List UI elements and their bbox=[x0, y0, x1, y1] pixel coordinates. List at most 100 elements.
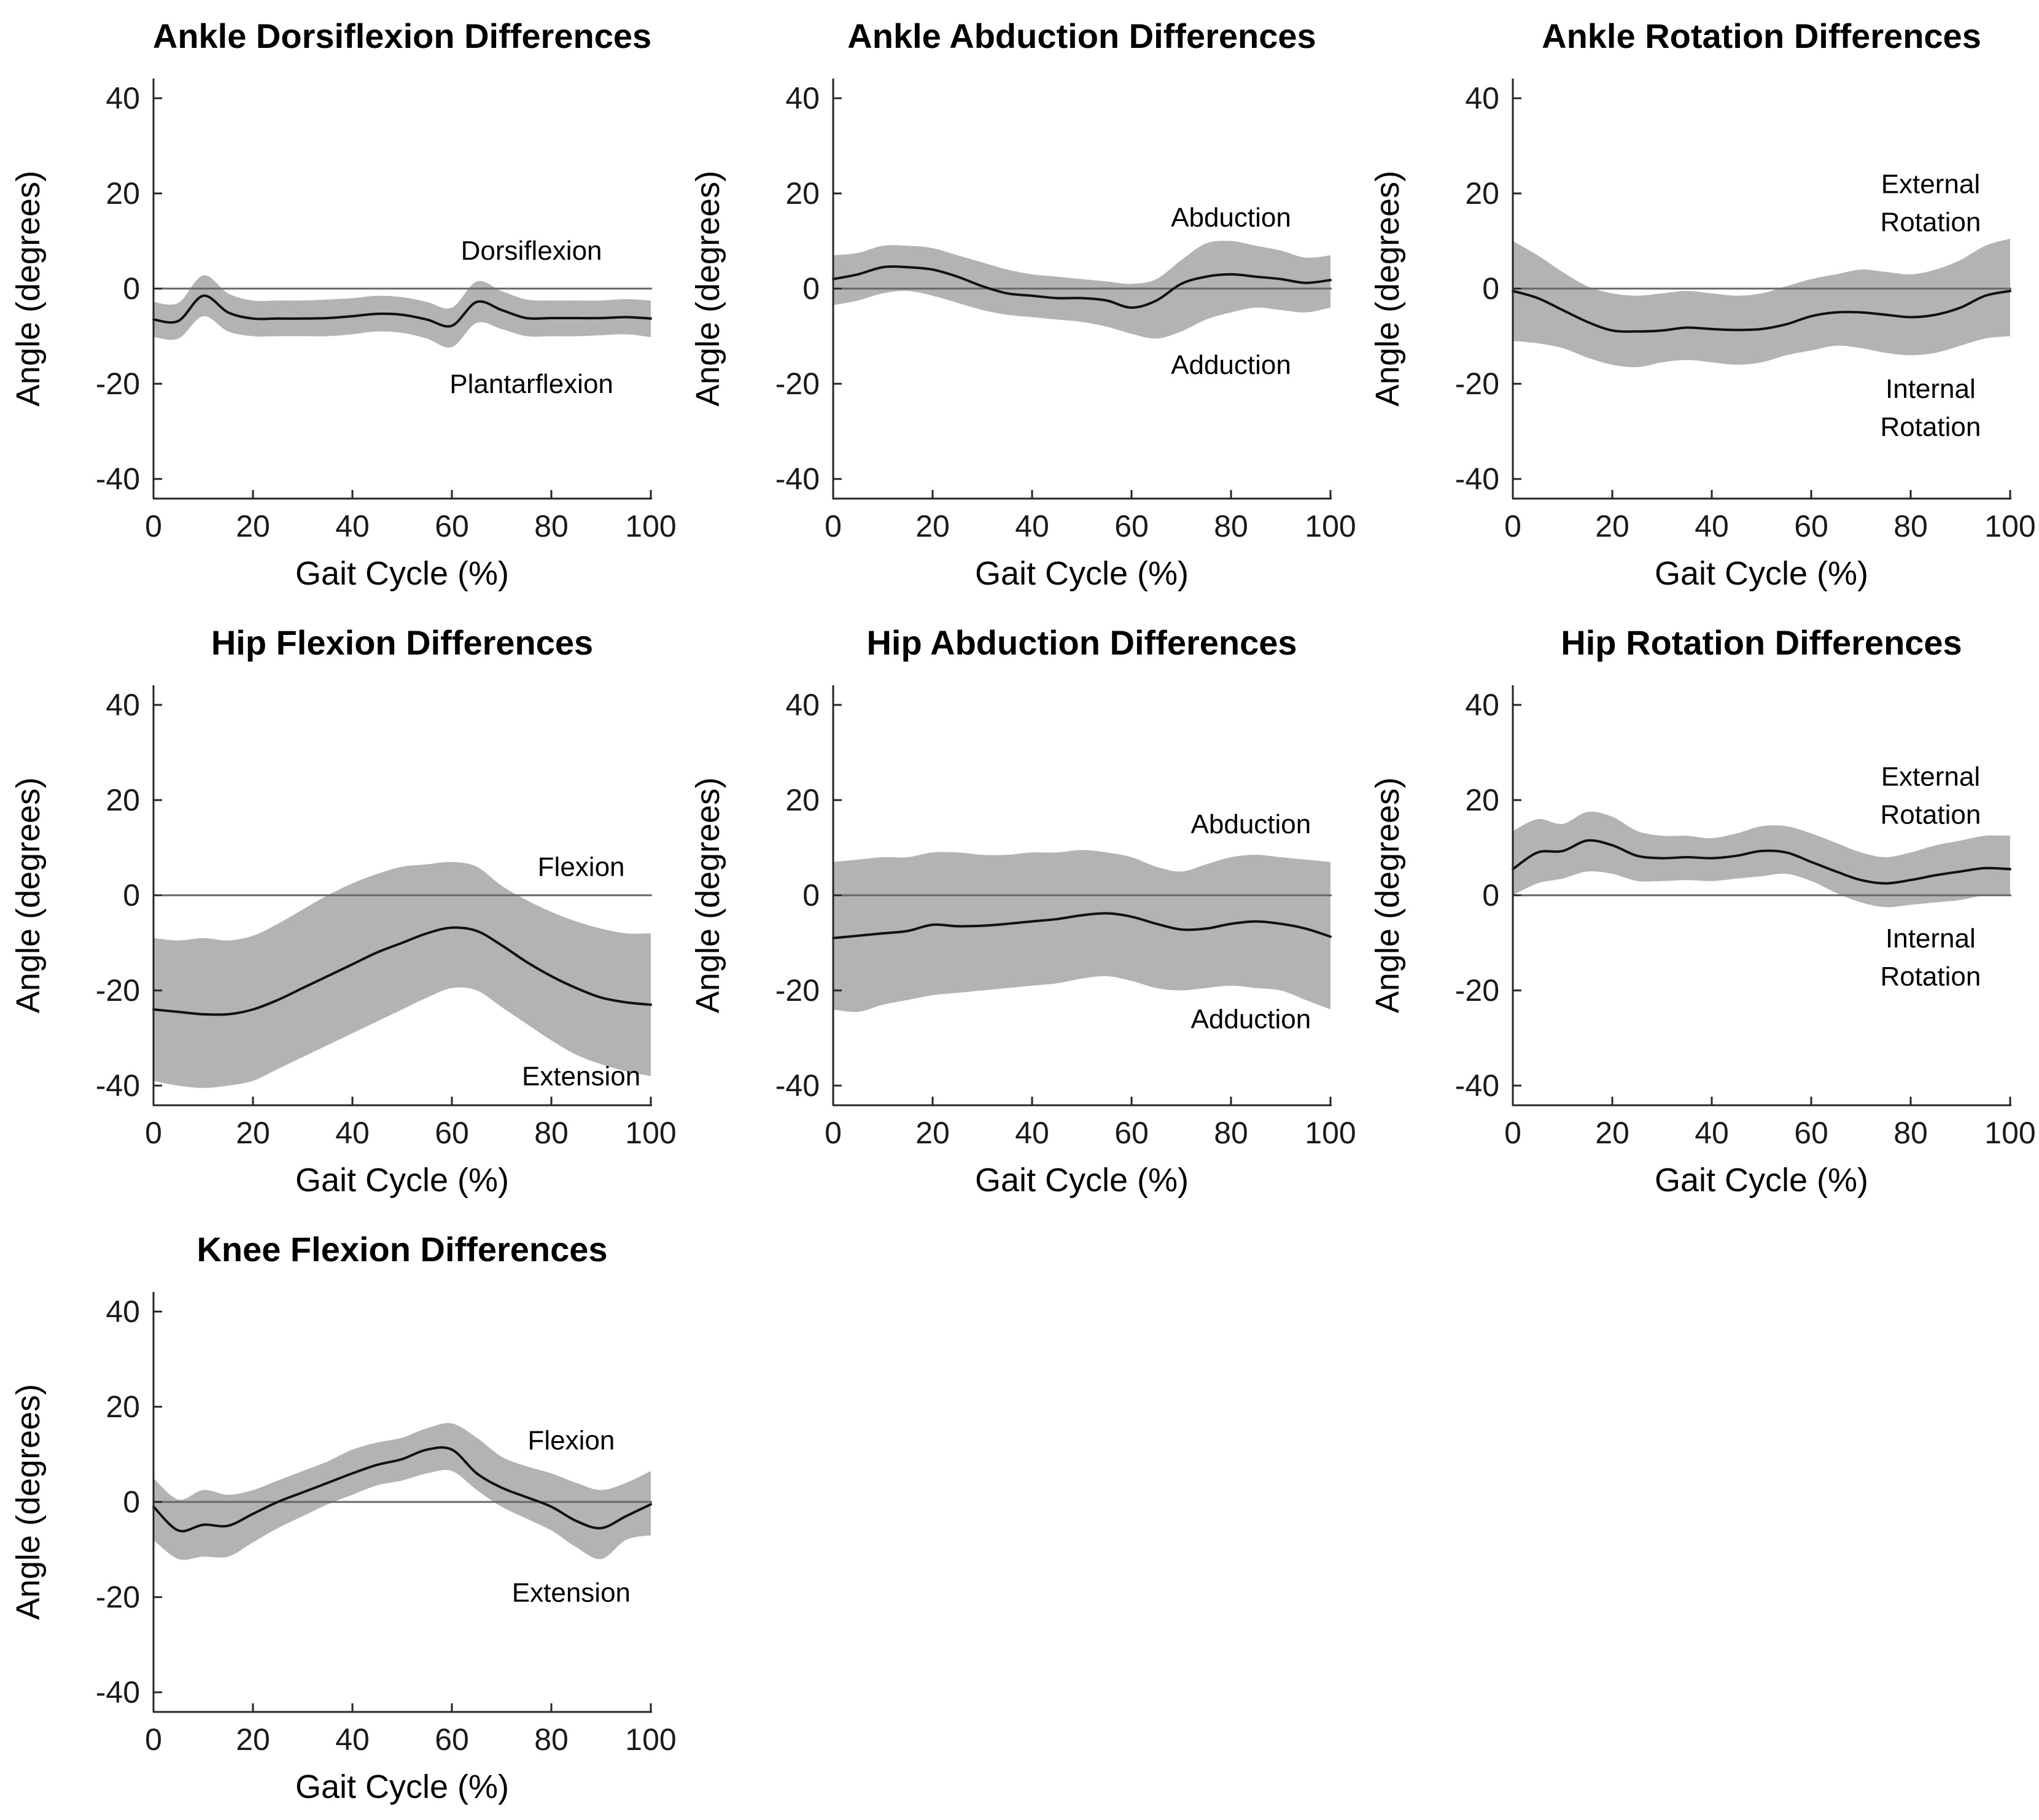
y-tick-label: -20 bbox=[1455, 367, 1499, 401]
y-tick-label: 20 bbox=[106, 176, 140, 211]
x-tick-label: 20 bbox=[236, 509, 270, 543]
mean-line bbox=[152, 1446, 652, 1533]
x-tick-label: 20 bbox=[236, 1116, 270, 1150]
annotation-external: External bbox=[1881, 761, 1980, 791]
x-tick-label: 60 bbox=[1794, 509, 1828, 543]
x-tick-label: 20 bbox=[1595, 1116, 1629, 1150]
chart-title: Hip Rotation Differences bbox=[1561, 623, 1962, 662]
x-tick-label: 20 bbox=[1595, 509, 1629, 543]
annotation-abduction: Abduction bbox=[1171, 203, 1291, 233]
x-tick-label: 80 bbox=[534, 509, 569, 543]
x-tick-label: 40 bbox=[1015, 1116, 1049, 1150]
y-tick-label: 40 bbox=[785, 81, 820, 115]
x-tick-label: 40 bbox=[1695, 509, 1729, 543]
x-tick-label: 0 bbox=[825, 509, 842, 543]
y-tick-label: 0 bbox=[1482, 271, 1499, 306]
y-tick-label: 20 bbox=[1465, 783, 1499, 817]
x-tick-label: 0 bbox=[145, 1116, 162, 1150]
y-tick-label: 0 bbox=[123, 271, 140, 306]
mean-line bbox=[152, 294, 652, 328]
figure-cell-r3c1: -40 -20 0 20 40 0 20 40 60 80 100 Knee Flexion Diff… bbox=[0, 1213, 680, 1820]
annotation-internal: Internal bbox=[1886, 924, 1976, 954]
y-tick-label: -40 bbox=[1455, 1068, 1499, 1103]
sd-band bbox=[153, 1423, 651, 1560]
x-tick-label: 60 bbox=[1114, 1116, 1149, 1150]
x-axis-label: Gait Cycle (%) bbox=[975, 1162, 1189, 1199]
y-tick-label: -40 bbox=[1455, 462, 1499, 496]
annotation-rotation: Rotation bbox=[1880, 412, 1981, 442]
x-axis-label: Gait Cycle (%) bbox=[295, 1162, 509, 1199]
annotation-abduction: Abduction bbox=[1191, 809, 1311, 839]
annotation-dorsiflexion: Dorsiflexion bbox=[461, 236, 602, 266]
y-tick-label: 0 bbox=[123, 1485, 140, 1519]
annotation-flexion: Flexion bbox=[538, 852, 625, 882]
x-tick-label: 40 bbox=[335, 509, 370, 543]
y-tick-label: 20 bbox=[106, 1390, 140, 1424]
y-tick-label: 20 bbox=[106, 783, 140, 817]
y-tick-label: -20 bbox=[775, 973, 820, 1008]
chart-hip-rotation: -40 -20 0 20 40 0 20 40 60 80 100 Hip Rotation Diff… bbox=[1369, 623, 2036, 1199]
chart-hip-abduction: -40 -20 0 20 40 0 20 40 60 80 100 Hip Abduction Dif… bbox=[689, 623, 1356, 1199]
annotation-external: External bbox=[1881, 169, 1980, 200]
x-tick-label: 60 bbox=[435, 1116, 469, 1150]
sd-band bbox=[833, 241, 1330, 339]
annotation-adduction: Adduction bbox=[1171, 350, 1291, 380]
y-tick-label: 40 bbox=[1465, 688, 1499, 722]
mean-line bbox=[1512, 289, 2011, 333]
y-axis-label: Angle (degrees) bbox=[10, 777, 47, 1013]
figure-cell-r1c1: -40 -20 0 20 40 0 20 40 60 80 100 Ankle Dorsiflexio… bbox=[0, 0, 680, 607]
annotation-rotation: Rotation bbox=[1880, 799, 1981, 830]
x-tick-label: 100 bbox=[1984, 509, 2035, 543]
chart-title: Ankle Rotation Differences bbox=[1542, 17, 1981, 55]
x-tick-label: 0 bbox=[1504, 509, 1521, 543]
chart-title: Knee Flexion Differences bbox=[196, 1230, 607, 1269]
chart-ankle-abduction: -40 -20 0 20 40 0 20 40 60 80 100 Ankle Abduction D… bbox=[689, 17, 1356, 592]
chart-title: Hip Flexion Differences bbox=[211, 623, 593, 662]
x-tick-label: 40 bbox=[1695, 1116, 1729, 1150]
annotation-extension: Extension bbox=[512, 1577, 631, 1608]
y-tick-label: -40 bbox=[775, 1068, 820, 1103]
x-axis-label: Gait Cycle (%) bbox=[1655, 1162, 1868, 1199]
x-tick-label: 60 bbox=[1794, 1116, 1828, 1150]
annotation-flexion: Flexion bbox=[527, 1425, 615, 1455]
x-tick-label: 20 bbox=[915, 1116, 950, 1150]
x-tick-label: 80 bbox=[1893, 1116, 1928, 1150]
x-tick-label: 80 bbox=[534, 1722, 569, 1757]
y-tick-label: 0 bbox=[1482, 878, 1499, 912]
annotation-rotation: Rotation bbox=[1880, 962, 1981, 992]
x-tick-label: 40 bbox=[1015, 509, 1049, 543]
x-tick-label: 0 bbox=[145, 509, 162, 543]
chart-title: Ankle Abduction Differences bbox=[847, 17, 1316, 55]
y-tick-label: -40 bbox=[96, 1675, 140, 1709]
x-tick-label: 40 bbox=[335, 1116, 370, 1150]
y-tick-label: -20 bbox=[1455, 973, 1499, 1008]
x-tick-label: 60 bbox=[1114, 509, 1149, 543]
figure-cell-r3c2 bbox=[680, 1213, 1359, 1820]
y-tick-label: 40 bbox=[785, 688, 820, 722]
x-tick-label: 100 bbox=[1305, 509, 1356, 543]
x-tick-label: 20 bbox=[236, 1722, 270, 1757]
y-axis-label: Angle (degrees) bbox=[10, 171, 47, 406]
y-tick-label: -20 bbox=[96, 367, 140, 401]
y-tick-label: 0 bbox=[123, 878, 140, 912]
x-tick-label: 100 bbox=[625, 1722, 676, 1757]
sd-band bbox=[153, 861, 651, 1088]
x-axis-label: Gait Cycle (%) bbox=[975, 555, 1189, 592]
x-tick-label: 100 bbox=[625, 509, 676, 543]
mean-line bbox=[832, 265, 1332, 309]
annotation-internal: Internal bbox=[1886, 374, 1976, 404]
x-tick-label: 0 bbox=[825, 1116, 842, 1150]
sd-band bbox=[1513, 238, 2010, 368]
figure-cell-r1c2: -40 -20 0 20 40 0 20 40 60 80 100 Ankle Abduction D… bbox=[680, 0, 1359, 607]
y-tick-label: -20 bbox=[96, 973, 140, 1008]
annotation-plantarflexion: Plantarflexion bbox=[449, 369, 613, 399]
y-tick-label: 40 bbox=[1465, 81, 1499, 115]
figure-cell-r3c3 bbox=[1359, 1213, 2039, 1820]
y-axis-label: Angle (degrees) bbox=[1369, 171, 1406, 406]
annotation-adduction: Adduction bbox=[1191, 1005, 1311, 1035]
x-tick-label: 60 bbox=[435, 509, 469, 543]
x-axis-label: Gait Cycle (%) bbox=[1655, 555, 1868, 592]
chart-title: Ankle Dorsiflexion Differences bbox=[153, 17, 651, 55]
y-tick-label: -20 bbox=[96, 1580, 140, 1614]
y-tick-label: -40 bbox=[96, 1068, 140, 1103]
